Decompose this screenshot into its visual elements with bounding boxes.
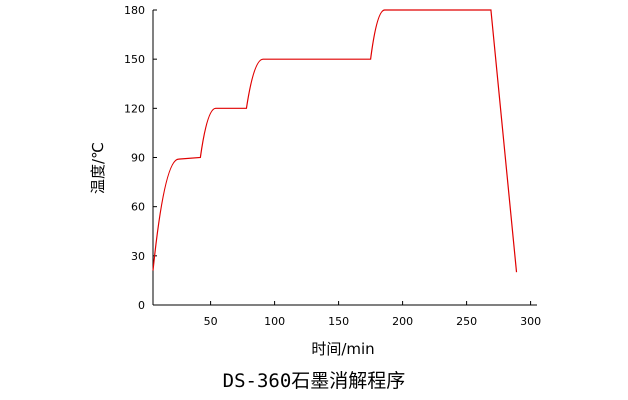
y-tick-label: 180	[124, 4, 145, 17]
x-tick-label: 100	[264, 315, 285, 328]
axes	[152, 10, 537, 306]
y-tick-label: 90	[131, 152, 145, 165]
y-axis-label: 温度/℃	[89, 142, 107, 194]
y-tick-label: 30	[131, 250, 145, 263]
x-tick-label: 50	[204, 315, 218, 328]
y-tick-label: 60	[131, 201, 145, 214]
x-axis-label: 时间/min	[311, 340, 374, 358]
x-tick-label: 250	[456, 315, 477, 328]
x-tick-label: 150	[328, 315, 349, 328]
x-tick-label: 200	[392, 315, 413, 328]
temperature-line	[152, 9, 518, 273]
x-tick-label: 300	[520, 315, 541, 328]
y-tick-label: 0	[138, 299, 145, 312]
y-tick-label: 120	[124, 102, 145, 115]
y-tick-label: 150	[124, 53, 145, 66]
chart-title: DS-360石墨消解程序	[223, 370, 406, 392]
